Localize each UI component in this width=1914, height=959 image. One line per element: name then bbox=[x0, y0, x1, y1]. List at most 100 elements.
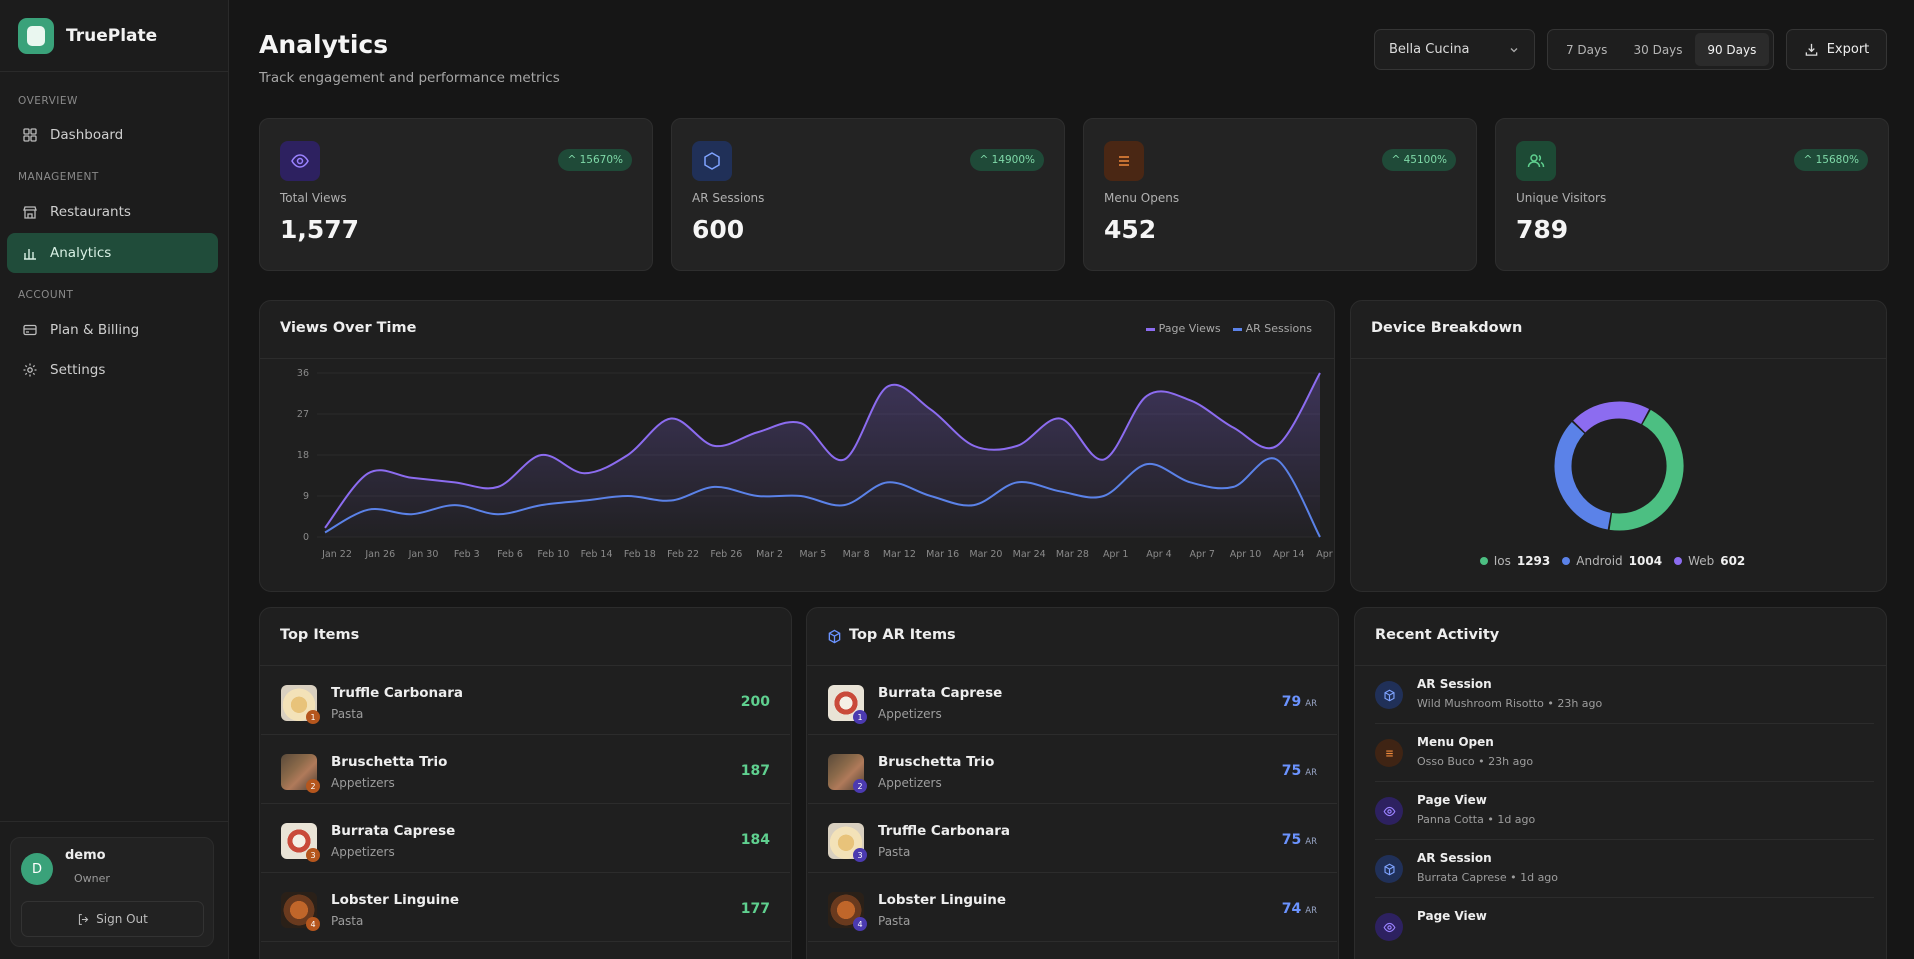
change-badge: ^ 15680% bbox=[1794, 149, 1868, 171]
item-name: Lobster Linguine bbox=[331, 892, 460, 908]
x-tick-label: Jan 30 bbox=[408, 549, 439, 560]
credit-card-icon bbox=[23, 324, 37, 336]
change-badge: ^ 45100% bbox=[1382, 149, 1456, 171]
download-icon bbox=[1805, 43, 1818, 56]
list-item[interactable]: 3 Burrata Caprese Appetizers 184 bbox=[261, 804, 790, 873]
stat-label: Menu Opens bbox=[1104, 191, 1180, 205]
sidebar-item-restaurants[interactable]: Restaurants bbox=[7, 192, 218, 232]
stat-card-unique-visitors: ^ 15680% Unique Visitors 789 bbox=[1495, 118, 1889, 271]
card-title: Device Breakdown bbox=[1371, 320, 1523, 336]
range-30-days-button[interactable]: 30 Days bbox=[1633, 42, 1683, 57]
restaurant-select-value: Bella Cucina bbox=[1389, 42, 1470, 57]
x-tick-label: Jan 22 bbox=[321, 549, 352, 560]
item-name: Truffle Carbonara bbox=[331, 685, 464, 701]
x-tick-label: Mar 24 bbox=[1013, 549, 1046, 560]
page-title: Analytics bbox=[259, 30, 389, 59]
legend-value: 1293 bbox=[1516, 554, 1551, 568]
range-7-days-button[interactable]: 7 Days bbox=[1565, 42, 1608, 57]
rank-badge: 2 bbox=[853, 779, 867, 793]
item-category: Pasta bbox=[331, 914, 364, 928]
sidebar-divider bbox=[0, 821, 229, 822]
sign-out-button[interactable]: Sign Out bbox=[21, 901, 204, 937]
cube-icon bbox=[828, 629, 841, 644]
store-icon bbox=[23, 206, 37, 219]
sidebar-item-analytics[interactable]: Analytics bbox=[7, 233, 218, 273]
x-tick-label: Mar 5 bbox=[799, 549, 826, 560]
item-view-count: 200 bbox=[740, 694, 770, 710]
x-tick-label: Jan 26 bbox=[364, 549, 395, 560]
y-tick-label: 36 bbox=[297, 368, 309, 379]
x-tick-label: Feb 14 bbox=[581, 549, 613, 560]
sidebar-item-label: Analytics bbox=[50, 245, 112, 261]
donut-slice-web bbox=[1573, 401, 1650, 433]
legend-page-views: Page Views bbox=[1145, 322, 1221, 335]
users-icon bbox=[1516, 141, 1556, 181]
logout-icon bbox=[79, 913, 89, 925]
activity-item[interactable]: Menu Open Osso Buco • 23h ago bbox=[1375, 724, 1874, 782]
stat-value: 452 bbox=[1104, 215, 1157, 244]
x-tick-label: Feb 26 bbox=[710, 549, 742, 560]
sidebar-item-dashboard[interactable]: Dashboard bbox=[7, 115, 218, 155]
device-breakdown-card: Device Breakdown Ios 1293 Android 1004 Web 60… bbox=[1350, 300, 1887, 592]
page-subtitle: Track engagement and performance metrics bbox=[259, 70, 560, 86]
list-item[interactable]: 2 Bruschetta Trio Appetizers 187 bbox=[261, 735, 790, 804]
item-category: Pasta bbox=[331, 707, 364, 721]
item-ar-count: 79 AR bbox=[1281, 694, 1317, 710]
brand[interactable]: TrueP​late bbox=[0, 0, 228, 72]
top-ar-items-card: Top AR Items 1 Burrata Caprese Appetizer… bbox=[806, 607, 1339, 959]
page-views-line bbox=[324, 372, 1321, 529]
list-item[interactable]: 1 Burrata Caprese Appetizers 79 AR bbox=[808, 666, 1337, 735]
chart-legend: Page Views AR Sessions bbox=[1145, 322, 1312, 335]
avatar[interactable]: D bbox=[21, 853, 53, 885]
x-tick-label: Feb 10 bbox=[537, 549, 569, 560]
donut-slice-ios bbox=[1609, 409, 1684, 531]
x-tick-label: Mar 8 bbox=[843, 549, 870, 560]
list-item[interactable]: 2 Bruschetta Trio Appetizers 75 AR bbox=[808, 735, 1337, 804]
activity-detail: Panna Cotta • 1d ago bbox=[1417, 813, 1536, 826]
activity-item[interactable]: AR Session Burrata Caprese • 1d ago bbox=[1375, 840, 1874, 898]
range-90-days-button[interactable]: 90 Days bbox=[1694, 33, 1769, 66]
donut-slice-android bbox=[1554, 421, 1612, 530]
legend-dot bbox=[1479, 557, 1488, 565]
date-range-toggle: 7 Days 30 Days 90 Days bbox=[1547, 29, 1774, 70]
rank-badge: 1 bbox=[306, 710, 320, 724]
y-tick-label: 0 bbox=[303, 532, 309, 543]
item-view-count: 187 bbox=[740, 763, 770, 779]
item-category: Appetizers bbox=[878, 707, 942, 721]
chevron-down-icon bbox=[1510, 48, 1518, 53]
item-category: Appetizers bbox=[878, 776, 942, 790]
device-legend: Ios 1293 Android 1004 Web 602 bbox=[1351, 554, 1886, 568]
x-tick-label: Mar 12 bbox=[883, 549, 916, 560]
rank-badge: 2 bbox=[306, 779, 320, 793]
eye-icon bbox=[280, 141, 320, 181]
sidebar-item-label: Dashboard bbox=[50, 127, 124, 143]
item-name: Truffle Carbonara bbox=[878, 823, 1011, 839]
activity-item[interactable]: Page View bbox=[1375, 898, 1874, 956]
activity-item[interactable]: AR Session Wild Mushroom Risotto • 23h a… bbox=[1375, 666, 1874, 724]
item-name: Burrata Caprese bbox=[878, 685, 1003, 701]
list-item[interactable]: 4 Lobster Linguine Pasta 74 AR bbox=[808, 873, 1337, 942]
item-ar-count: 75 AR bbox=[1281, 832, 1317, 848]
sidebar-item-settings[interactable]: Settings bbox=[7, 350, 218, 390]
activity-item[interactable]: Page View Panna Cotta • 1d ago bbox=[1375, 782, 1874, 840]
stat-label: Total Views bbox=[280, 191, 347, 205]
x-tick-label: Apr 7 bbox=[1189, 549, 1215, 560]
card-title: Top AR Items bbox=[849, 627, 956, 643]
stat-card-menu-opens: ^ 45100% Menu Opens 452 bbox=[1083, 118, 1477, 271]
cube-icon bbox=[692, 141, 732, 181]
x-tick-label: Feb 6 bbox=[497, 549, 523, 560]
stat-label: AR Sessions bbox=[692, 191, 765, 205]
ar-sessions-line bbox=[324, 457, 1321, 538]
export-button[interactable]: Export bbox=[1786, 29, 1887, 70]
eye-icon bbox=[1375, 797, 1403, 825]
activity-detail: Burrata Caprese • 1d ago bbox=[1417, 871, 1559, 884]
list-item[interactable]: 1 Truffle Carbonara Pasta 200 bbox=[261, 666, 790, 735]
restaurant-select[interactable]: Bella Cucina bbox=[1374, 29, 1535, 70]
user-name: demo bbox=[65, 848, 106, 863]
legend-item-android: Android 1004 bbox=[1562, 554, 1662, 568]
list-item[interactable]: 3 Truffle Carbonara Pasta 75 AR bbox=[808, 804, 1337, 873]
activity-title: Menu Open bbox=[1417, 735, 1494, 749]
rank-badge: 1 bbox=[853, 710, 867, 724]
list-item[interactable]: 4 Lobster Linguine Pasta 177 bbox=[261, 873, 790, 942]
sidebar-item-plan-billing[interactable]: Plan & Billing bbox=[7, 310, 218, 350]
